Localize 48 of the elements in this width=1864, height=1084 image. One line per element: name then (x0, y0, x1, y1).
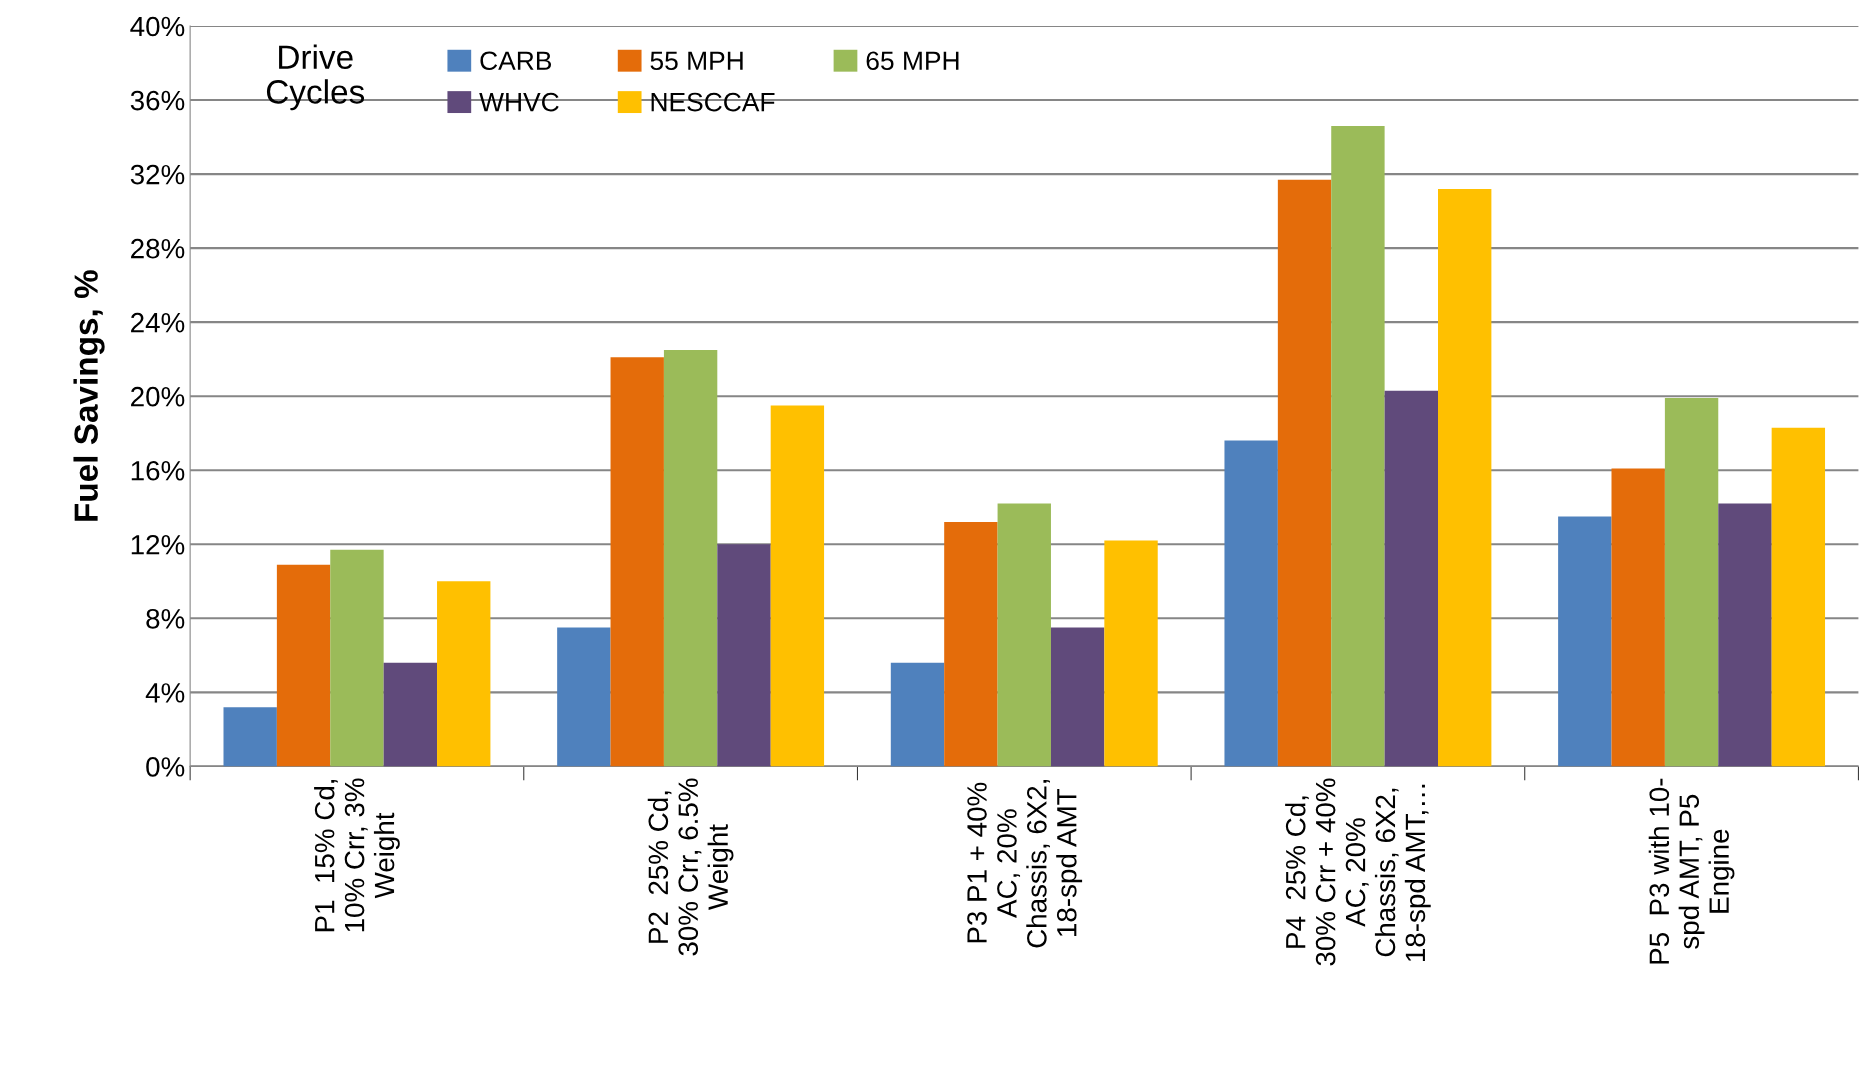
bar (1384, 390, 1438, 767)
bar (1718, 503, 1772, 767)
y-tick-label: 0% (146, 757, 185, 777)
y-tick-label: 16% (131, 460, 185, 481)
legend-label: 55 MPH (650, 51, 743, 71)
bar (383, 662, 438, 767)
bar (890, 662, 945, 767)
bar (1611, 468, 1665, 767)
x-tick-label: P5 P3 with 10- spd AMT, P5 Engine (1648, 778, 1735, 964)
legend-label: CARB (480, 51, 552, 71)
bar (437, 581, 491, 767)
bar (1664, 398, 1719, 767)
legend-label: WHVC (479, 92, 559, 112)
bar (330, 549, 384, 767)
y-tick-label: 4% (145, 683, 185, 703)
bar (1050, 627, 1105, 767)
bar (1771, 427, 1826, 767)
bar (276, 564, 331, 767)
y-tick-label: 36% (130, 90, 185, 111)
legend-label: NESCCAF (651, 92, 775, 112)
bar (770, 405, 825, 767)
bar (997, 503, 1051, 767)
x-tick-label: P1 15% Cd, 10% Crr, 3% Weight (314, 778, 400, 932)
bar (1558, 516, 1612, 767)
bar (223, 707, 277, 767)
y-tick-label: 20% (131, 386, 185, 407)
bar (1331, 125, 1385, 767)
bar (1438, 188, 1492, 767)
y-tick-label: 32% (130, 164, 185, 185)
bar (1104, 540, 1158, 767)
legend-title: Drive Cycles (266, 44, 365, 111)
bar (1224, 440, 1278, 767)
bar (717, 544, 771, 767)
legend-label: 65 MPH (866, 51, 959, 71)
y-tick-label: 8% (146, 608, 185, 629)
y-tick-label: 28% (131, 238, 185, 259)
y-tick-label: 12% (131, 534, 185, 555)
x-tick-label: P3 P1 + 40% AC, 20% Chassis, 6X2, 18-spd AMT (967, 779, 1083, 948)
y-axis-title: Fuel Savings, % (73, 270, 105, 521)
bar (610, 357, 664, 767)
bar (944, 522, 998, 767)
y-tick-label: 24% (131, 312, 185, 333)
bar (663, 349, 718, 767)
x-tick-label: P4 25% Cd, 30% Crr + 40% AC, 20% Chassis, 6X2, 18-spd AMT,… (1285, 778, 1431, 966)
bar (557, 627, 611, 767)
bar (1277, 179, 1332, 767)
y-tick-label: 40% (130, 16, 185, 37)
x-tick-label: P2 25% Cd, 30% Crr, 6.5% Weight (647, 778, 734, 956)
